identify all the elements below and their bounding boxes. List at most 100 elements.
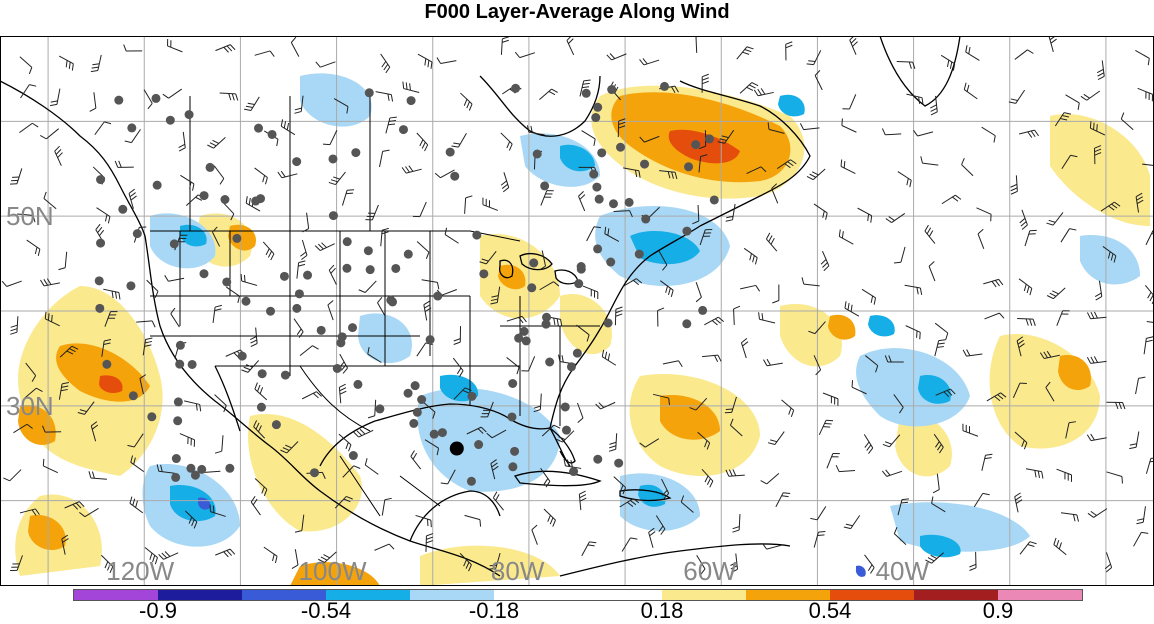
station-dot	[507, 412, 516, 421]
station-dot	[567, 362, 576, 371]
station-dot	[467, 392, 476, 401]
station-dot	[343, 237, 352, 246]
station-dot	[606, 258, 615, 267]
station-dot	[303, 271, 312, 280]
station-dot	[399, 125, 408, 134]
lon-label: 60W	[683, 556, 737, 586]
station-dot	[520, 327, 529, 336]
station-dot	[133, 229, 142, 238]
station-dot	[411, 381, 420, 390]
station-dot	[206, 163, 215, 172]
station-dot	[232, 234, 241, 243]
station-dot	[607, 85, 616, 94]
station-dot	[172, 454, 181, 463]
station-dot	[351, 148, 360, 157]
station-dot	[364, 246, 373, 255]
station-dot	[562, 426, 571, 435]
station-dot	[472, 231, 481, 240]
colorbar-tick-label: -0.9	[139, 598, 177, 624]
colorbar-tick-label: -0.18	[469, 598, 519, 624]
lat-label: 50N	[6, 201, 54, 231]
station-dot	[328, 154, 337, 163]
station-dot	[508, 379, 517, 388]
station-dot	[238, 352, 247, 361]
station-dot	[176, 341, 185, 350]
station-dot	[329, 211, 338, 220]
colorbar-tick-label: 0.18	[641, 598, 684, 624]
station-dot	[342, 264, 351, 273]
station-dot	[96, 175, 105, 184]
station-dot	[404, 389, 413, 398]
station-dot	[349, 451, 358, 460]
station-dot	[529, 258, 538, 267]
station-dot	[266, 307, 275, 316]
station-dot	[353, 380, 362, 389]
station-dot	[698, 306, 707, 315]
station-dot	[151, 94, 160, 103]
station-dot	[391, 264, 400, 273]
station-dot	[593, 244, 602, 253]
station-dot	[188, 360, 197, 369]
station-dot	[366, 265, 375, 274]
station-dot	[467, 477, 476, 486]
station-dot	[147, 412, 156, 421]
station-dot	[684, 162, 693, 171]
station-dot	[295, 289, 304, 298]
station-dot	[153, 181, 162, 190]
station-dot	[577, 262, 586, 271]
colorbar-tick-label: 0.54	[809, 598, 852, 624]
station-dot	[292, 157, 301, 166]
station-dot	[593, 455, 602, 464]
station-dot	[540, 181, 549, 190]
station-dot	[280, 272, 289, 281]
station-dot	[625, 198, 634, 207]
station-dot	[191, 471, 200, 480]
station-dot	[710, 195, 719, 204]
station-dot	[450, 172, 459, 181]
station-dot	[660, 82, 669, 91]
station-dot	[225, 464, 234, 473]
station-dot	[241, 297, 250, 306]
station-dot	[407, 96, 416, 105]
station-dot	[200, 191, 209, 200]
lat-label: 30N	[6, 391, 54, 421]
station-dot	[170, 239, 179, 248]
station-dot	[317, 326, 326, 335]
station-dot	[222, 277, 231, 286]
station-dot	[533, 150, 542, 159]
station-dot	[682, 319, 691, 328]
lon-label: 120W	[106, 556, 174, 586]
station-dot	[129, 391, 138, 400]
station-dot	[511, 84, 520, 93]
station-dot	[310, 468, 319, 477]
station-dot	[114, 96, 123, 105]
station-dot	[430, 430, 439, 439]
station-dot	[338, 332, 347, 341]
station-dot	[365, 88, 374, 97]
highlight-point	[450, 442, 464, 456]
station-dot	[173, 416, 182, 425]
station-dot	[641, 215, 650, 224]
station-dot	[705, 134, 714, 143]
station-dot	[257, 403, 266, 412]
station-dot	[404, 250, 413, 259]
station-dot	[510, 447, 519, 456]
station-dot	[417, 395, 426, 404]
station-dot	[597, 148, 606, 157]
station-dot	[268, 130, 277, 139]
station-dot	[118, 205, 127, 214]
station-dot	[691, 140, 700, 149]
station-dot	[251, 197, 260, 206]
station-dot	[589, 170, 598, 179]
station-dot	[604, 318, 613, 327]
lon-label: 80W	[491, 556, 545, 586]
station-dot	[593, 103, 602, 112]
station-dot	[254, 124, 263, 133]
map-title: F000 Layer-Average Along Wind	[0, 0, 1154, 30]
station-dot	[281, 371, 290, 380]
station-dot	[333, 364, 342, 373]
station-dot	[348, 323, 357, 332]
station-dot	[171, 473, 180, 482]
